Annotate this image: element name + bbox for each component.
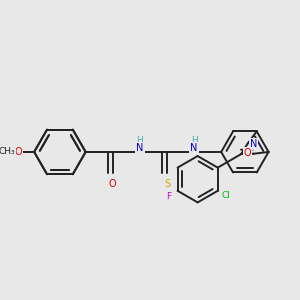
Text: O: O	[244, 148, 251, 158]
Text: N: N	[250, 139, 257, 149]
Text: Cl: Cl	[222, 191, 230, 200]
Text: H: H	[136, 136, 143, 145]
Text: N: N	[190, 143, 198, 153]
Text: S: S	[164, 179, 170, 189]
Text: O: O	[109, 179, 117, 189]
Text: O: O	[15, 147, 22, 157]
Text: CH₃: CH₃	[0, 147, 15, 156]
Text: H: H	[191, 136, 197, 145]
Text: N: N	[136, 143, 144, 153]
Text: F: F	[166, 192, 171, 201]
